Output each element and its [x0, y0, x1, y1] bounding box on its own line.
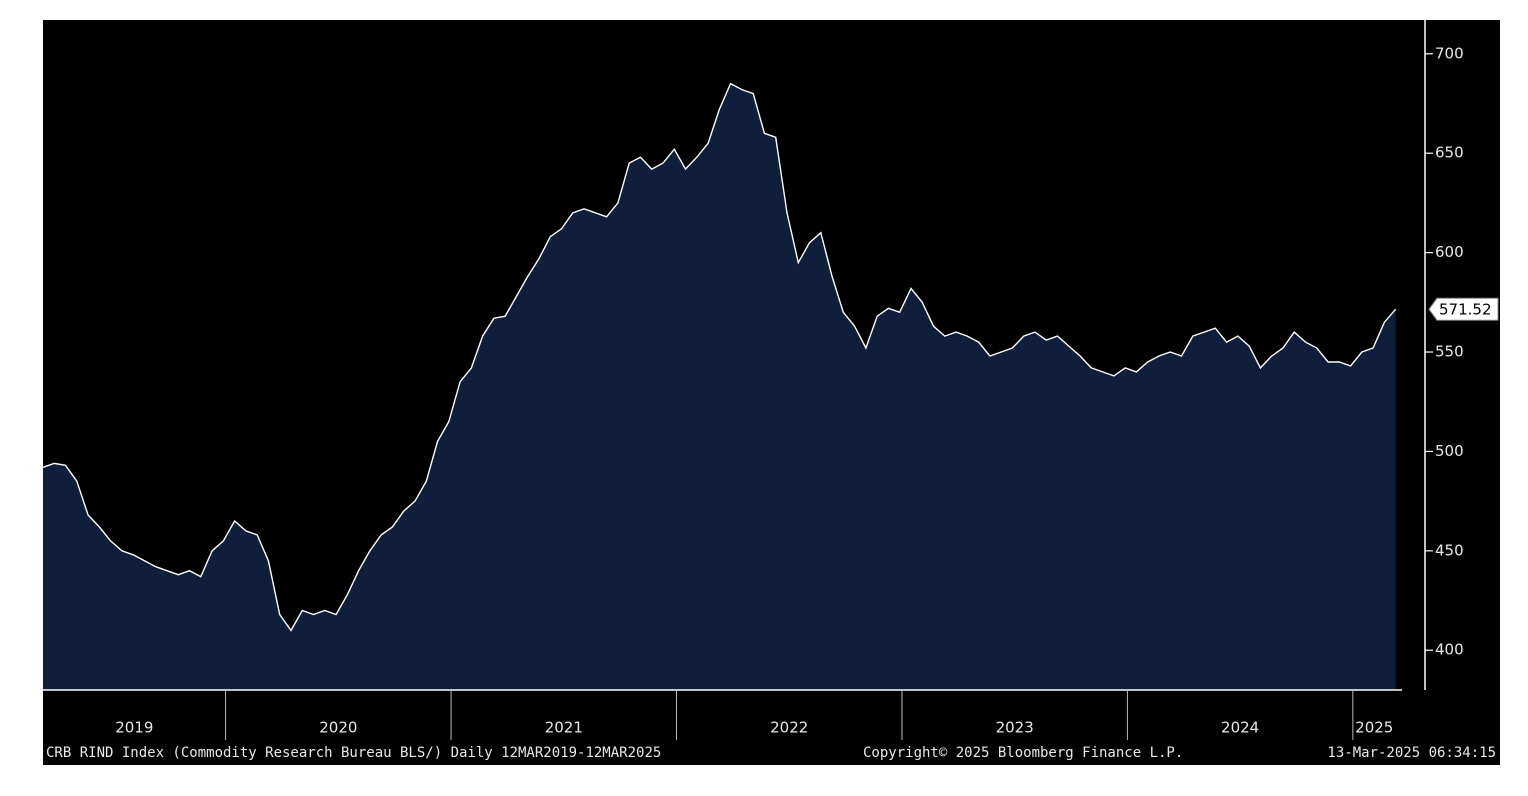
y-tick-label: 550	[1435, 343, 1464, 361]
x-tick-label: 2023	[996, 719, 1034, 737]
x-tick-label: 2025	[1355, 719, 1393, 737]
y-tick-label: 500	[1435, 442, 1464, 460]
y-tick-label: 650	[1435, 144, 1464, 162]
line	[42, 82, 1397, 632]
last-value-label: 571.52	[1439, 301, 1492, 319]
x-tick-label: 2020	[319, 719, 357, 737]
copyright: Copyright© 2025 Bloomberg Finance L.P.	[863, 745, 1183, 761]
area	[43, 83, 1396, 691]
source-note: CRB RIND Index (Commodity Research Burea…	[46, 745, 661, 761]
x-tick-label: 2022	[770, 719, 808, 737]
x-tick-label: 2019	[115, 719, 153, 737]
y-tick-label: 400	[1435, 641, 1464, 659]
y-tick-label: 450	[1435, 541, 1464, 559]
x-tick-label: 2021	[545, 719, 583, 737]
last-value-box	[1428, 297, 1499, 321]
x-tick-label: 2024	[1221, 719, 1259, 737]
timestamp: 13-Mar-2025 06:34:15	[1327, 745, 1496, 761]
y-tick-label: 700	[1435, 44, 1464, 62]
y-tick-label: 600	[1435, 243, 1464, 261]
